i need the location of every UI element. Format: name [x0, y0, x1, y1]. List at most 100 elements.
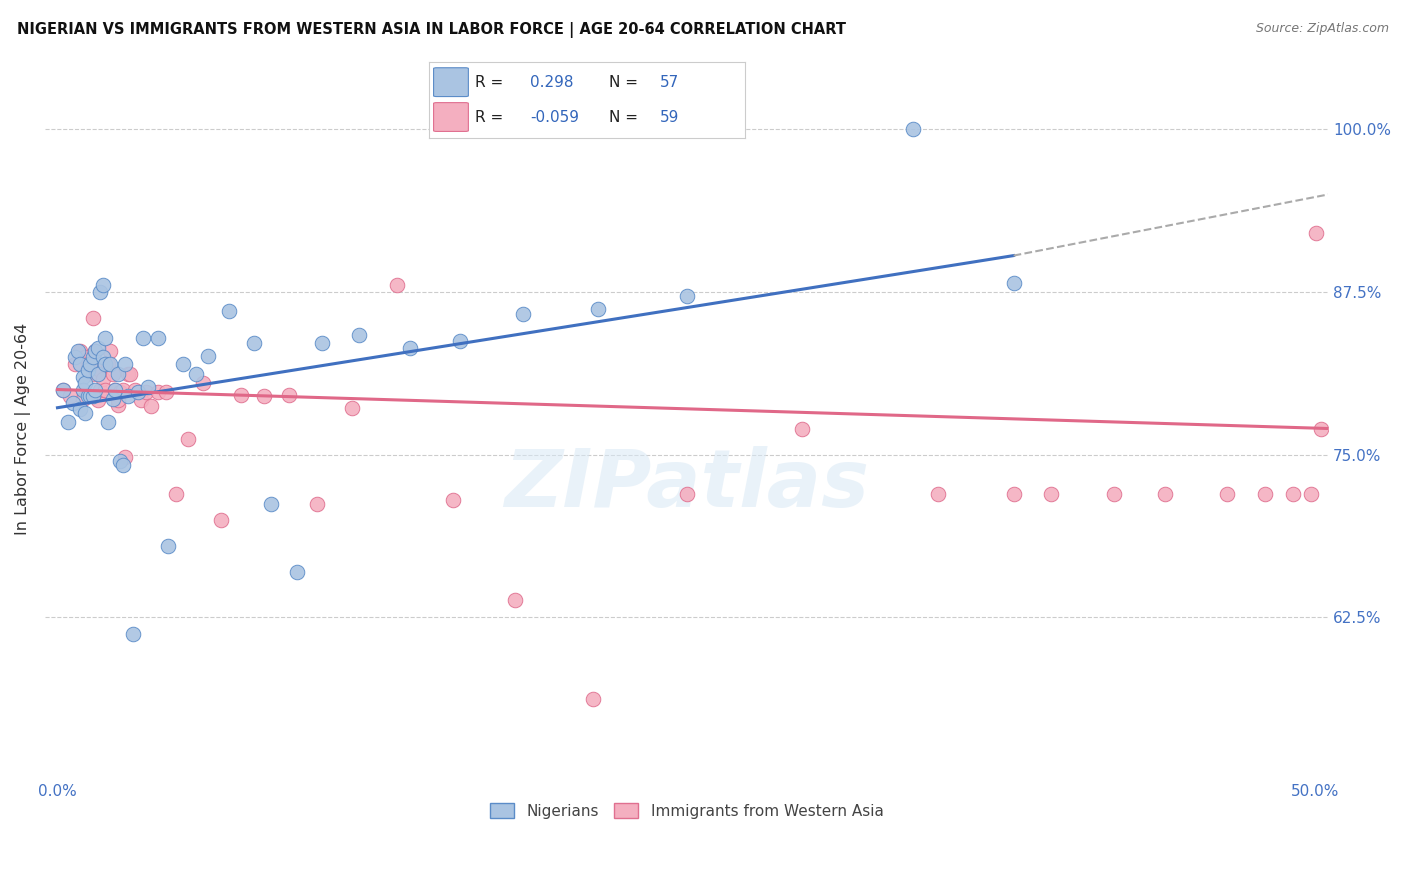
Point — [157, 539, 180, 553]
Point — [62, 395, 84, 409]
Point — [588, 301, 610, 316]
Point — [132, 330, 155, 344]
Point — [385, 278, 408, 293]
Point — [278, 388, 301, 402]
Point — [165, 486, 187, 500]
Point — [56, 415, 79, 429]
Point — [84, 343, 107, 358]
Text: N =: N = — [609, 110, 638, 125]
Point — [146, 385, 169, 400]
Point — [305, 497, 328, 511]
Point — [1002, 276, 1025, 290]
Text: 0.298: 0.298 — [530, 75, 574, 90]
Point — [94, 383, 117, 397]
Point — [104, 383, 127, 397]
Text: 57: 57 — [659, 75, 679, 90]
Point — [582, 692, 605, 706]
Point — [1299, 486, 1322, 500]
Point — [135, 385, 157, 400]
Text: N =: N = — [609, 75, 638, 90]
Point — [89, 383, 111, 397]
Point — [124, 383, 146, 397]
Point — [107, 398, 129, 412]
Point — [136, 380, 159, 394]
Point — [82, 389, 104, 403]
Point — [111, 458, 134, 472]
Point — [792, 421, 814, 435]
Point — [1282, 486, 1305, 500]
Point — [97, 357, 120, 371]
Point — [398, 341, 420, 355]
Point — [285, 565, 308, 579]
Point — [122, 627, 145, 641]
Point — [340, 401, 363, 415]
Point — [901, 122, 924, 136]
Text: R =: R = — [475, 75, 503, 90]
Point — [1104, 486, 1126, 500]
Point — [172, 357, 194, 371]
Point — [59, 389, 82, 403]
Point — [107, 392, 129, 407]
Point — [97, 415, 120, 429]
Point — [87, 341, 110, 355]
Point — [127, 385, 149, 400]
Point — [349, 327, 371, 342]
Point — [51, 383, 73, 397]
Point — [1002, 486, 1025, 500]
Point — [87, 367, 110, 381]
Point — [505, 593, 527, 607]
Point — [253, 389, 276, 403]
Point — [76, 357, 98, 371]
Point — [177, 432, 200, 446]
Point — [675, 289, 697, 303]
Point — [184, 367, 207, 381]
Point — [197, 349, 219, 363]
Point — [98, 357, 121, 371]
Point — [441, 493, 464, 508]
Point — [94, 330, 117, 344]
Point — [91, 350, 114, 364]
Point — [101, 392, 124, 406]
Point — [69, 357, 91, 371]
Point — [91, 278, 114, 293]
Point — [1153, 486, 1175, 500]
Point — [91, 372, 114, 386]
Y-axis label: In Labor Force | Age 20-64: In Labor Force | Age 20-64 — [15, 322, 31, 534]
Point — [242, 335, 264, 350]
Point — [82, 367, 104, 381]
Point — [79, 357, 101, 371]
Point — [1254, 486, 1277, 500]
Text: R =: R = — [475, 110, 503, 125]
Point — [927, 486, 949, 500]
Point — [63, 357, 86, 371]
Point — [72, 383, 94, 397]
Point — [89, 363, 111, 377]
FancyBboxPatch shape — [433, 103, 468, 131]
Point — [117, 389, 139, 403]
FancyBboxPatch shape — [433, 68, 468, 96]
Point — [84, 343, 107, 358]
Point — [82, 350, 104, 364]
Point — [101, 367, 124, 381]
Point — [87, 392, 110, 407]
Point — [449, 334, 471, 349]
Point — [193, 376, 215, 390]
Point — [79, 357, 101, 371]
Point — [209, 512, 232, 526]
Point — [75, 350, 97, 364]
Point — [675, 486, 697, 500]
Point — [76, 363, 98, 377]
Point — [84, 383, 107, 397]
Point — [110, 385, 132, 400]
Point — [63, 350, 86, 364]
Point — [1040, 486, 1063, 500]
Point — [129, 392, 152, 407]
Point — [311, 335, 333, 350]
Point — [79, 389, 101, 403]
Point — [114, 357, 136, 371]
Point — [98, 343, 121, 358]
Point — [120, 367, 142, 381]
Point — [117, 367, 139, 381]
Point — [94, 357, 117, 371]
Point — [51, 383, 73, 397]
